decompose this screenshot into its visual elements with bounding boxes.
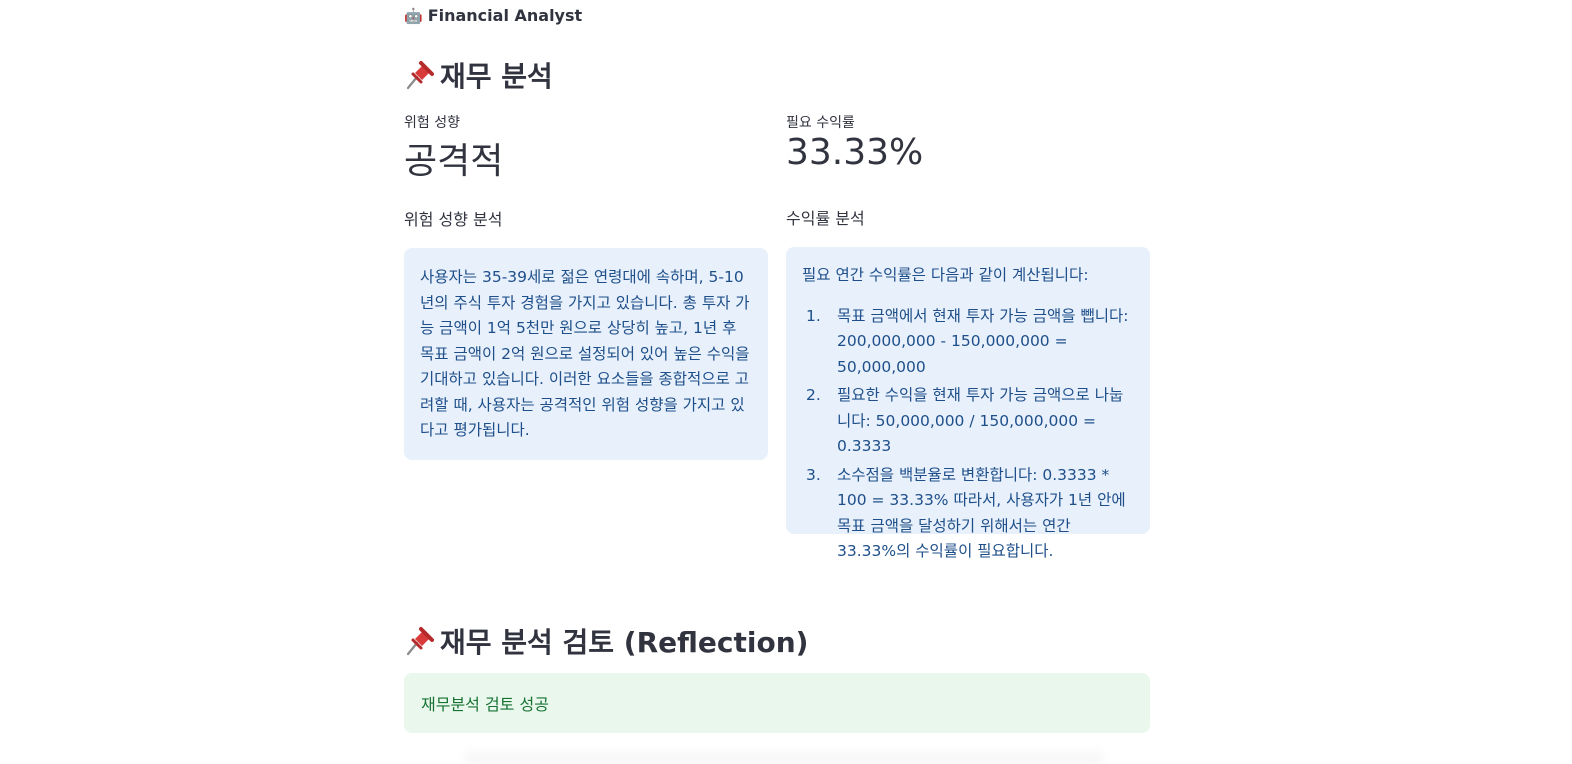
content-fade-divider [464, 746, 1104, 764]
step-number: 3. [806, 465, 821, 484]
app-header: 🤖 Financial Analyst [404, 6, 582, 25]
robot-icon: 🤖 [404, 6, 423, 25]
step-number: 1. [806, 306, 821, 325]
return-metric-value: 33.33% [786, 132, 924, 173]
step-text: 필요한 수익을 현재 투자 가능 금액으로 나눕니다: 50,000,000 /… [837, 386, 1124, 455]
risk-metric-value: 공격적 [404, 141, 504, 182]
section-heading-financial-analysis: 재무 분석 [404, 55, 553, 95]
pin-icon [404, 625, 434, 657]
return-analysis-title: 수익률 분석 [786, 209, 865, 228]
risk-metric-label: 위험 성향 [404, 115, 460, 131]
step-number: 2. [806, 386, 821, 404]
return-analysis-intro: 필요 연간 수익률은 다음과 같이 계산됩니다: [802, 266, 1089, 284]
list-item: 1. 목표 금액에서 현재 투자 가능 금액을 뺍니다: 200,000,000… [802, 304, 1134, 381]
pin-icon [404, 59, 434, 91]
reflection-success-alert: 재무분석 검토 성공 [404, 673, 1150, 733]
calculation-steps-list: 1. 목표 금액에서 현재 투자 가능 금액을 뺍니다: 200,000,000… [802, 304, 1134, 565]
step-text: 소수점을 백분율로 변환합니다: 0.3333 * 100 = 33.33% 따… [837, 465, 1126, 561]
risk-analysis-title: 위험 성향 분석 [404, 210, 503, 229]
app-title: Financial Analyst [427, 6, 583, 25]
risk-analysis-text: 사용자는 35-39세로 젊은 연령대에 속하며, 5-10년의 주식 투자 경… [420, 268, 750, 439]
step-text: 목표 금액에서 현재 투자 가능 금액을 뺍니다: 200,000,000 - … [837, 306, 1129, 376]
return-analysis-info-box: 필요 연간 수익률은 다음과 같이 계산됩니다: 1. 목표 금액에서 현재 투… [786, 247, 1150, 560]
section-heading-reflection: 재무 분석 검토 (Reflection) [404, 621, 808, 661]
section-title: 재무 분석 [440, 60, 553, 93]
risk-analysis-info-box: 사용자는 35-39세로 젊은 연령대에 속하며, 5-10년의 주식 투자 경… [404, 248, 768, 460]
section-title: 재무 분석 검토 (Reflection) [440, 626, 809, 659]
return-metric-label: 필요 수익률 [786, 115, 855, 131]
list-item: 2. 필요한 수익을 현재 투자 가능 금액으로 나눕니다: 50,000,00… [802, 383, 1134, 460]
reflection-status-text: 재무분석 검토 성공 [421, 695, 549, 714]
list-item: 3. 소수점을 백분율로 변환합니다: 0.3333 * 100 = 33.33… [802, 463, 1134, 565]
